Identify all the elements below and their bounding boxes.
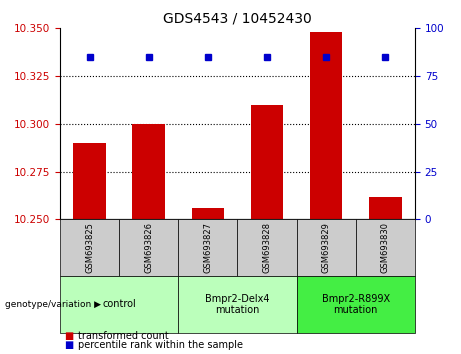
Text: GSM693830: GSM693830	[381, 222, 390, 273]
Text: Bmpr2-Delx4
mutation: Bmpr2-Delx4 mutation	[205, 293, 270, 315]
Text: GSM693825: GSM693825	[85, 222, 94, 273]
Text: transformed count: transformed count	[78, 331, 169, 341]
Bar	[73, 143, 106, 219]
Bar	[310, 32, 343, 219]
Bar	[192, 208, 224, 219]
Text: Bmpr2-R899X
mutation: Bmpr2-R899X mutation	[322, 293, 390, 315]
Text: GSM693826: GSM693826	[144, 222, 153, 273]
Text: ■: ■	[65, 340, 74, 350]
Bar	[251, 105, 283, 219]
Bar	[132, 124, 165, 219]
Text: ■: ■	[65, 331, 74, 341]
Title: GDS4543 / 10452430: GDS4543 / 10452430	[163, 12, 312, 26]
Text: percentile rank within the sample: percentile rank within the sample	[78, 340, 243, 350]
Text: GSM693828: GSM693828	[262, 222, 272, 273]
Bar	[369, 196, 402, 219]
Text: genotype/variation ▶: genotype/variation ▶	[5, 300, 100, 309]
Text: GSM693827: GSM693827	[203, 222, 213, 273]
Text: control: control	[102, 299, 136, 309]
Text: GSM693829: GSM693829	[322, 222, 331, 273]
